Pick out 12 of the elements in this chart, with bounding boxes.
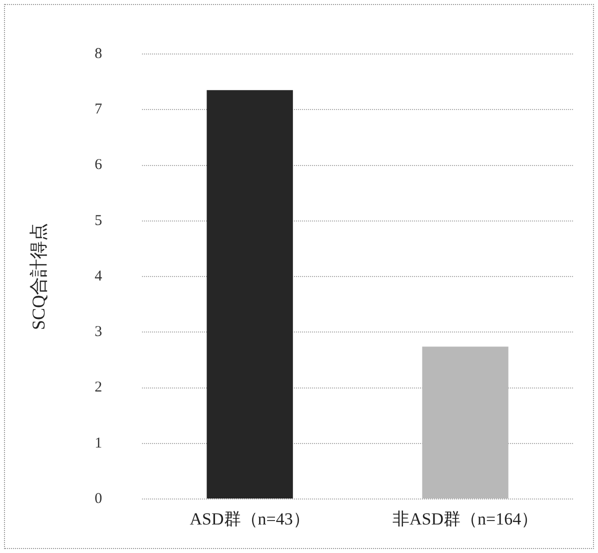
y-tick-label: 0	[94, 490, 102, 507]
y-axis-title: SCQ合計得点	[28, 222, 49, 330]
y-tick-label: 8	[94, 46, 102, 62]
y-tick-label: 4	[94, 268, 103, 284]
y-tick-label: 2	[94, 380, 102, 396]
x-tick-label: ASD群（n=43）	[190, 510, 310, 529]
y-tick-label: 1	[94, 435, 102, 452]
y-tick-label: 3	[94, 324, 102, 340]
y-tick-label: 6	[94, 157, 103, 174]
x-tick-label: 非ASD群（n=164）	[392, 510, 538, 529]
y-tick-label: 7	[94, 102, 103, 118]
y-tick-label: 5	[94, 212, 102, 229]
